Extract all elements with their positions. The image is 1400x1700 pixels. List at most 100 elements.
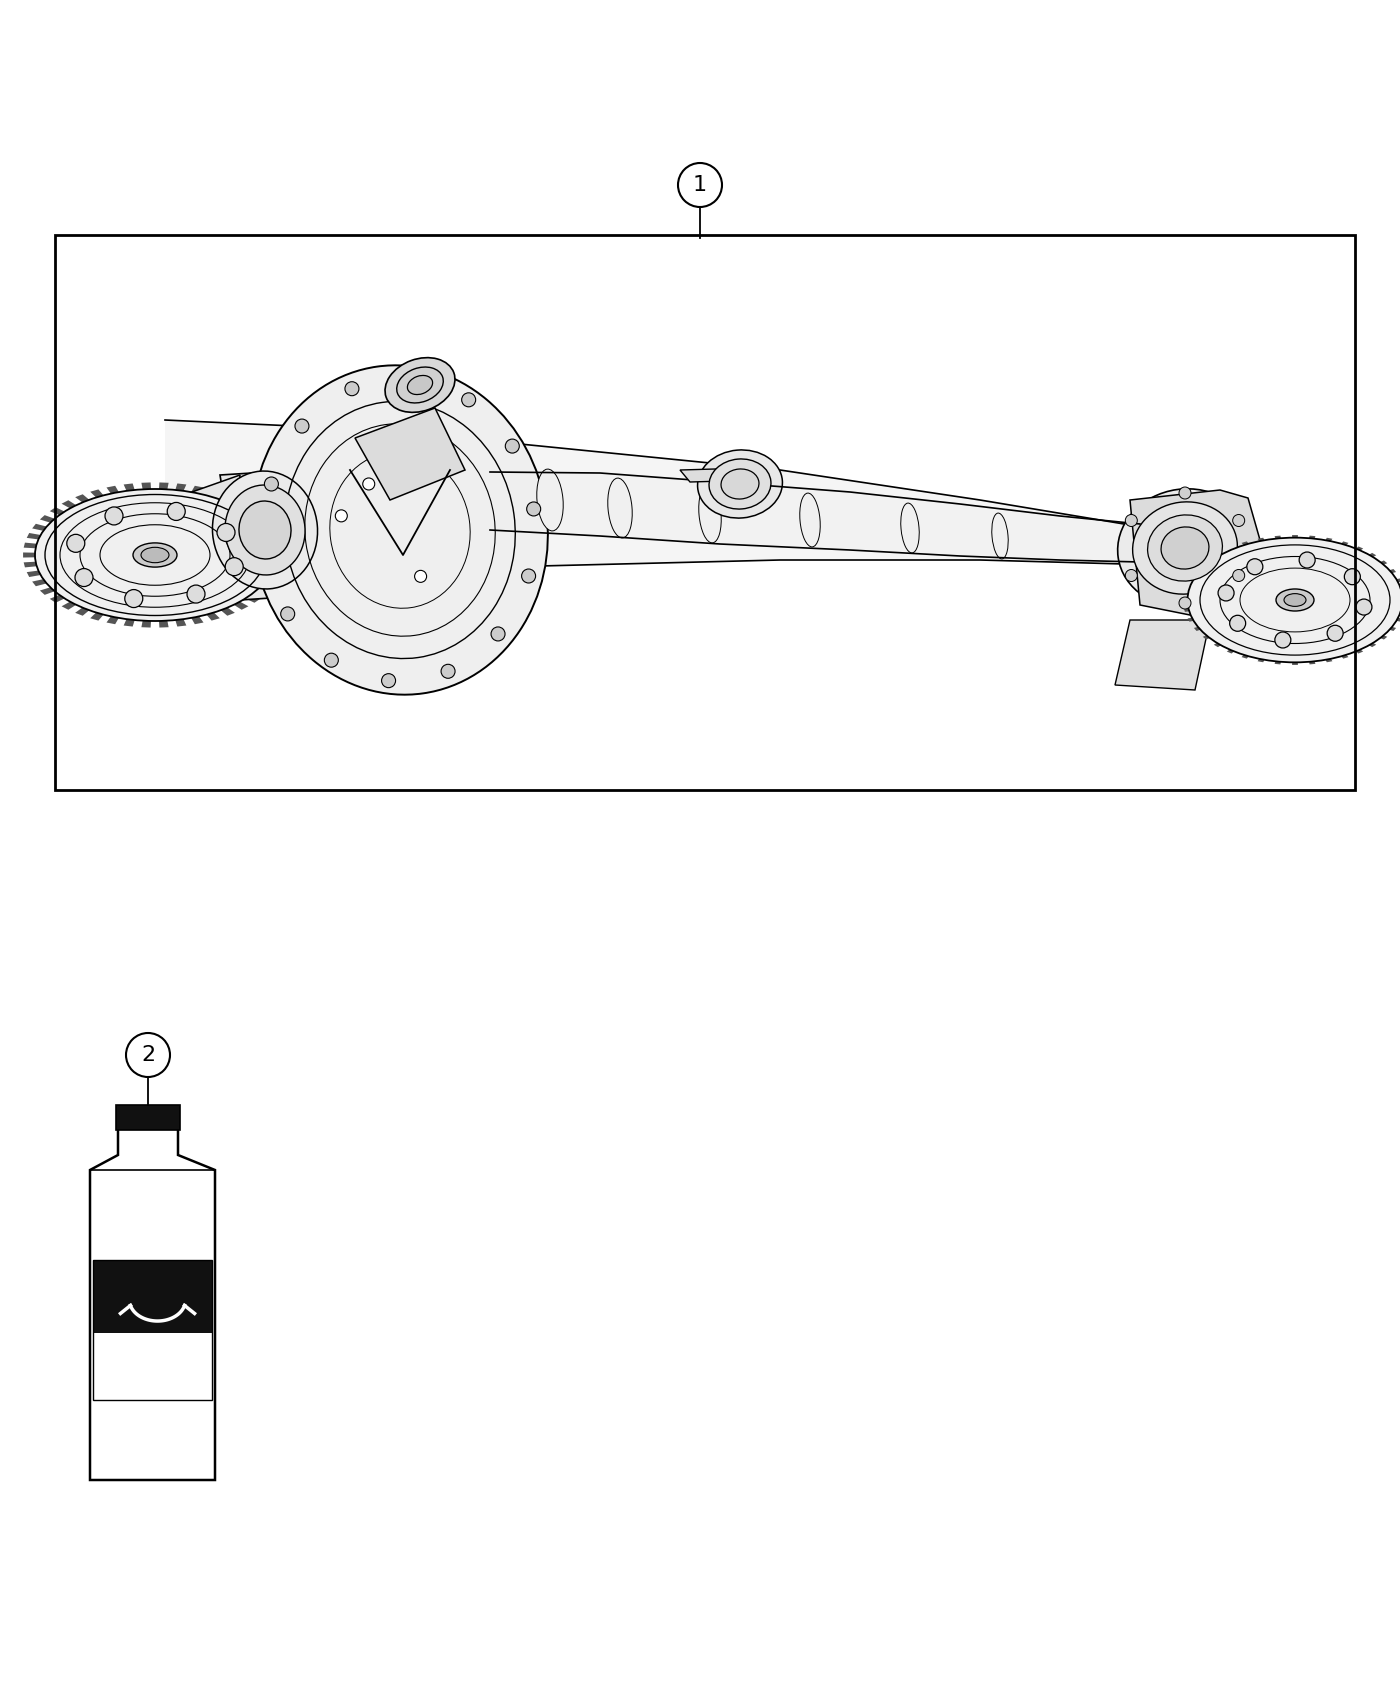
Polygon shape [190, 615, 203, 624]
Polygon shape [232, 500, 248, 508]
Circle shape [217, 524, 235, 542]
Polygon shape [123, 619, 134, 627]
Circle shape [188, 585, 204, 604]
Polygon shape [76, 607, 91, 615]
Polygon shape [190, 486, 203, 495]
Ellipse shape [213, 471, 318, 588]
Ellipse shape [1148, 515, 1222, 581]
Polygon shape [32, 524, 49, 530]
Polygon shape [141, 483, 151, 490]
Circle shape [336, 510, 347, 522]
Polygon shape [1351, 546, 1364, 554]
Polygon shape [206, 612, 220, 620]
Polygon shape [1184, 588, 1197, 592]
Polygon shape [1364, 639, 1376, 648]
Polygon shape [106, 615, 119, 624]
Ellipse shape [133, 542, 176, 568]
Circle shape [505, 439, 519, 454]
Polygon shape [262, 578, 277, 586]
Polygon shape [24, 561, 39, 568]
Polygon shape [220, 607, 235, 615]
Circle shape [265, 478, 279, 491]
Polygon shape [39, 515, 56, 524]
Polygon shape [1183, 598, 1196, 602]
Polygon shape [106, 486, 119, 495]
Circle shape [1179, 597, 1191, 609]
Polygon shape [1389, 617, 1400, 622]
Circle shape [491, 627, 505, 641]
Polygon shape [155, 474, 239, 590]
Polygon shape [1187, 617, 1201, 622]
Circle shape [1357, 598, 1372, 615]
Circle shape [1218, 585, 1233, 600]
Polygon shape [253, 586, 270, 595]
Polygon shape [267, 570, 283, 576]
Polygon shape [160, 619, 168, 627]
Polygon shape [39, 586, 56, 595]
Polygon shape [1323, 537, 1333, 546]
Ellipse shape [407, 376, 433, 394]
Ellipse shape [699, 484, 721, 542]
Circle shape [526, 502, 540, 517]
Polygon shape [680, 468, 760, 483]
Ellipse shape [1275, 588, 1315, 610]
Text: MOPAR: MOPAR [139, 1340, 176, 1350]
Polygon shape [356, 408, 465, 500]
Polygon shape [1393, 588, 1400, 592]
Polygon shape [272, 561, 287, 568]
Polygon shape [1242, 651, 1252, 658]
Polygon shape [220, 495, 235, 503]
Polygon shape [90, 490, 105, 498]
Circle shape [1344, 570, 1361, 585]
Ellipse shape [35, 490, 274, 620]
Circle shape [295, 420, 309, 434]
Polygon shape [1226, 546, 1239, 554]
Polygon shape [244, 507, 260, 515]
Text: 1: 1 [693, 175, 707, 196]
Polygon shape [1194, 626, 1207, 631]
Ellipse shape [385, 357, 455, 413]
Circle shape [281, 607, 295, 620]
Polygon shape [1214, 552, 1226, 559]
Polygon shape [1394, 598, 1400, 602]
Polygon shape [1203, 561, 1215, 568]
Polygon shape [1292, 536, 1298, 542]
Circle shape [126, 1034, 169, 1078]
Polygon shape [90, 1129, 216, 1481]
Polygon shape [267, 534, 283, 539]
Polygon shape [1308, 536, 1316, 542]
Polygon shape [1292, 658, 1298, 665]
Polygon shape [1338, 541, 1348, 549]
Polygon shape [273, 552, 287, 558]
Polygon shape [1114, 620, 1210, 690]
Circle shape [441, 665, 455, 678]
Text: 2: 2 [141, 1046, 155, 1064]
Circle shape [344, 382, 358, 396]
Polygon shape [1338, 651, 1348, 658]
Polygon shape [1214, 639, 1226, 648]
Ellipse shape [697, 450, 783, 518]
Polygon shape [62, 600, 77, 610]
Polygon shape [116, 1105, 181, 1130]
Circle shape [105, 507, 123, 525]
Polygon shape [1257, 654, 1267, 663]
Polygon shape [1242, 541, 1252, 549]
Polygon shape [1393, 607, 1400, 612]
Polygon shape [1375, 632, 1387, 639]
Polygon shape [22, 552, 36, 558]
Polygon shape [1130, 490, 1260, 620]
Polygon shape [32, 578, 49, 586]
Polygon shape [175, 619, 186, 627]
Circle shape [405, 372, 419, 386]
Polygon shape [272, 542, 287, 549]
Circle shape [67, 534, 85, 552]
Circle shape [462, 393, 476, 406]
Polygon shape [27, 534, 42, 539]
Circle shape [1247, 559, 1263, 575]
Polygon shape [90, 612, 105, 620]
Polygon shape [1383, 570, 1396, 575]
Circle shape [363, 478, 375, 490]
Ellipse shape [85, 500, 260, 595]
Polygon shape [123, 483, 134, 491]
Circle shape [167, 503, 185, 520]
